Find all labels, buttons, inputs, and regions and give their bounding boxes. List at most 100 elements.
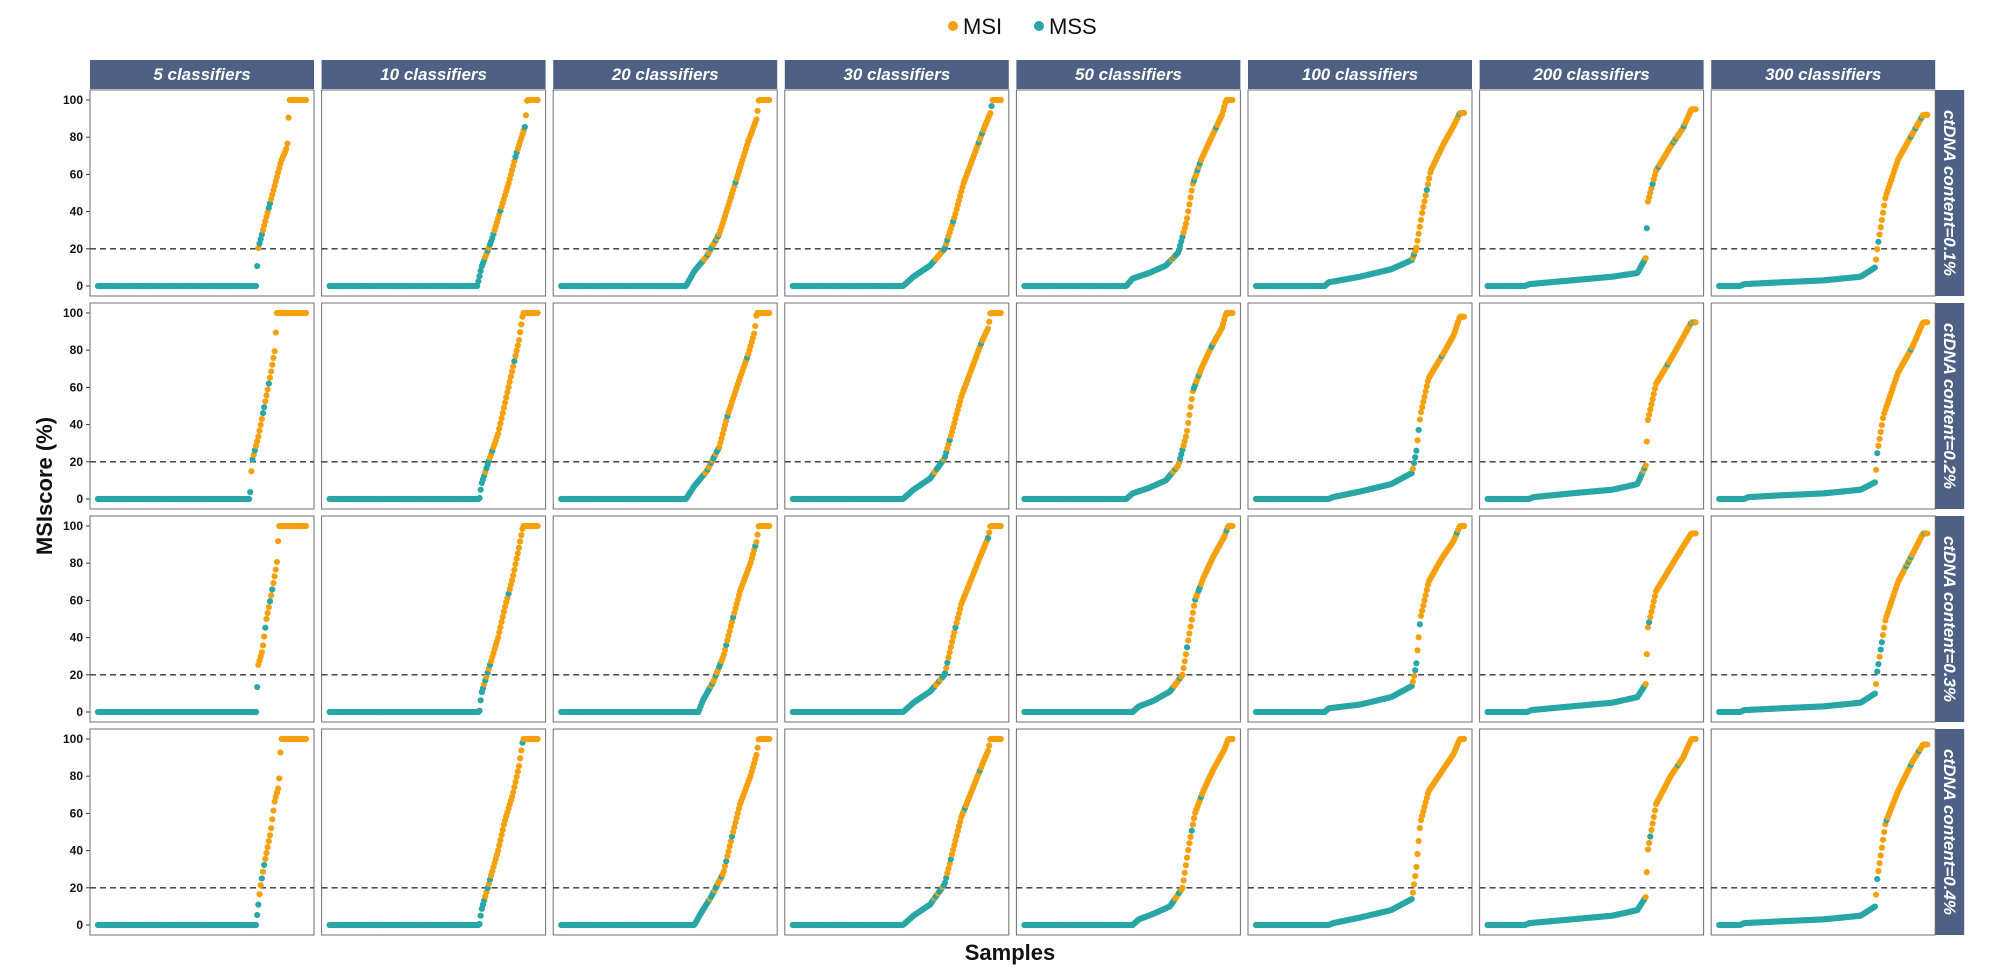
column-strip: [1479, 60, 1704, 89]
y-tick-label: 0: [76, 279, 83, 293]
x-axis-title: Samples: [965, 940, 1056, 965]
data-point-msi: [284, 140, 291, 147]
data-point-mss: [1643, 225, 1650, 232]
data-point-msi: [514, 550, 521, 557]
data-point-mss: [1871, 264, 1879, 271]
column-strip: [1248, 60, 1472, 89]
data-point-msi: [1419, 607, 1426, 614]
panel-frame: [552, 728, 778, 936]
column-strip-label: 100 classifiers: [1302, 65, 1418, 84]
data-point-msi: [1188, 187, 1195, 194]
data-point-msi: [1189, 609, 1196, 616]
y-tick-label: 0: [76, 918, 83, 932]
data-point-mss: [254, 262, 261, 270]
data-point-mss: [477, 697, 484, 704]
data-point-mss: [1871, 479, 1879, 486]
data-point-msi: [1878, 216, 1885, 224]
data-point-msi: [1422, 388, 1429, 395]
data-point-msi: [947, 644, 954, 651]
data-point-msi: [752, 322, 759, 330]
data-point-msi: [766, 96, 773, 104]
data-point-msi: [1643, 651, 1650, 658]
data-point-msi: [270, 579, 277, 587]
y-tick-label: 20: [70, 668, 84, 682]
facet-panel: [1247, 302, 1473, 510]
data-point-msi: [1186, 630, 1193, 637]
data-point-msi: [1414, 237, 1421, 244]
facet-panel: [1710, 515, 1936, 723]
facet-panel: [321, 302, 547, 510]
data-point-msi: [1876, 435, 1883, 443]
data-point-msi: [511, 566, 518, 573]
y-tick-label: 40: [70, 631, 84, 645]
data-point-msi: [1692, 319, 1699, 326]
data-point-msi: [1651, 593, 1659, 600]
data-point-msi: [498, 618, 505, 626]
y-tick-label: 60: [70, 380, 84, 394]
data-point-msi: [268, 368, 275, 375]
data-point-msi: [510, 363, 517, 370]
data-point-msi: [496, 842, 503, 849]
data-point-msi: [1187, 194, 1194, 201]
facet-panel: [321, 89, 547, 297]
data-point-msi: [512, 561, 519, 568]
data-point-msi: [264, 386, 271, 393]
data-point-msi: [1417, 409, 1425, 416]
data-point-msi: [503, 394, 510, 401]
data-point-msi: [257, 421, 264, 428]
data-point-msi: [263, 615, 270, 623]
y-tick-label: 80: [70, 343, 84, 357]
row-strip: [1935, 303, 1965, 509]
data-point-msi: [766, 309, 773, 317]
facet-panel: [89, 728, 315, 936]
data-point-mss: [247, 489, 254, 496]
data-point-msi: [497, 420, 504, 427]
row-strip-label: ctDNA content=0.4%: [1940, 749, 1959, 915]
data-point-mss: [252, 708, 260, 716]
data-point-msi: [945, 654, 952, 661]
panel-frame: [1247, 515, 1473, 723]
data-point-mss: [261, 404, 268, 411]
data-point-msi: [1692, 106, 1699, 113]
data-point-msi: [302, 735, 310, 743]
data-point-msi: [517, 329, 524, 336]
data-point-msi: [273, 558, 281, 566]
data-point-msi: [1875, 442, 1882, 449]
data-point-msi: [1419, 209, 1426, 217]
data-point-msi: [1424, 181, 1432, 188]
panel-frame: [784, 302, 1010, 510]
panel-frame: [784, 515, 1010, 723]
y-tick-label: 100: [63, 519, 83, 533]
data-point-mss: [252, 282, 260, 290]
data-point-mss: [252, 921, 260, 929]
column-strip-label: 50 classifiers: [1075, 65, 1182, 84]
legend: MSI MSS: [948, 14, 1097, 39]
legend-label-mss: MSS: [1049, 14, 1097, 39]
data-point-msi: [499, 826, 506, 833]
data-point-msi: [1421, 198, 1428, 205]
data-point-msi: [986, 318, 993, 325]
y-tick-label: 60: [70, 167, 84, 181]
data-point-msi: [269, 816, 276, 823]
data-point-mss: [1412, 454, 1419, 461]
data-point-mss: [1416, 621, 1423, 628]
facet-panel: [784, 302, 1010, 510]
data-point-msi: [1876, 653, 1883, 660]
data-point-msi: [263, 849, 270, 857]
y-tick-label: 100: [63, 93, 83, 107]
data-point-msi: [1872, 680, 1880, 688]
data-point-msi: [1872, 466, 1880, 473]
data-point-msi: [248, 468, 255, 475]
data-point-msi: [275, 785, 282, 792]
data-point-msi: [997, 522, 1004, 530]
data-point-msi: [263, 392, 270, 399]
data-point-msi: [510, 789, 517, 796]
data-point-msi: [1187, 403, 1194, 411]
data-point-msi: [1409, 678, 1416, 685]
data-point-mss: [1413, 447, 1420, 454]
row-strip: [1935, 516, 1965, 722]
data-point-mss: [477, 912, 484, 919]
data-point-msi: [1417, 216, 1425, 224]
data-point-msi: [266, 374, 274, 381]
data-point-msi: [534, 309, 541, 317]
